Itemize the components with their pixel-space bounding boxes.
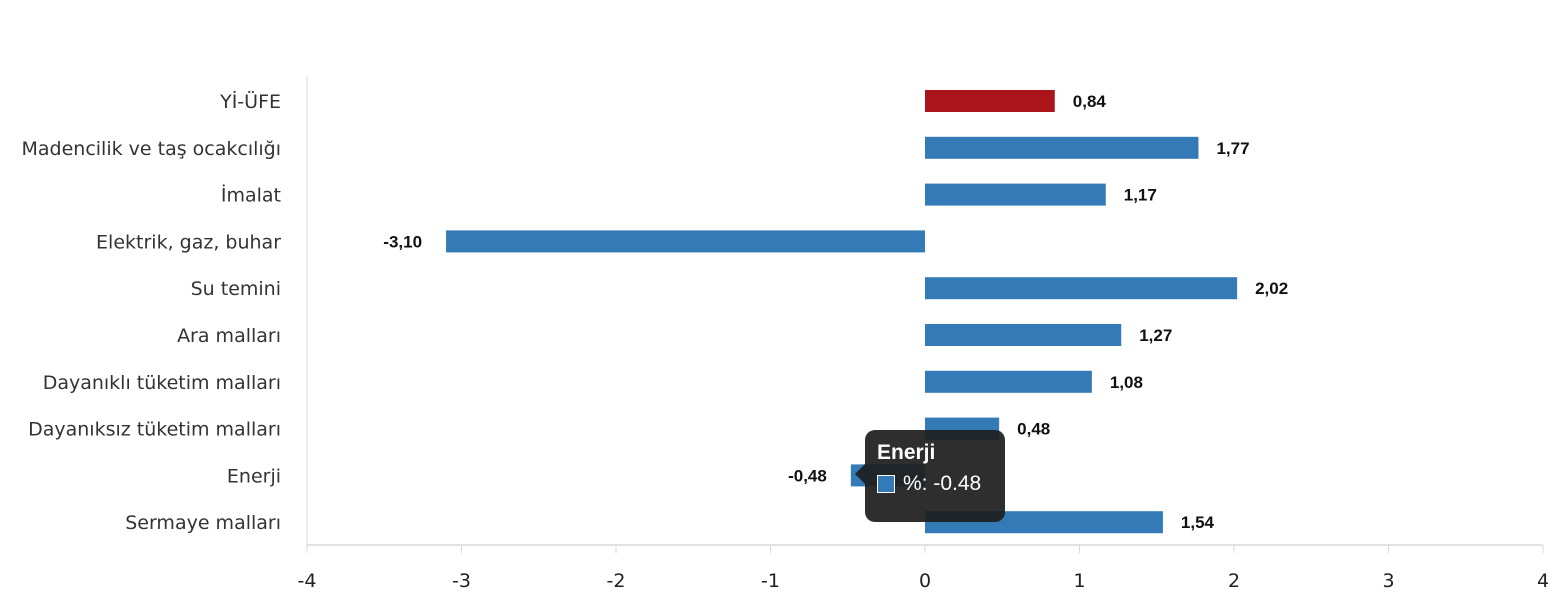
x-tick-label: 1: [1073, 570, 1085, 592]
bar: [925, 90, 1055, 112]
data-label: 1,54: [1181, 513, 1215, 532]
tooltip-arrow: [855, 464, 865, 484]
x-tick-label: 0: [919, 570, 931, 592]
x-tick-label: 2: [1228, 570, 1240, 592]
category-label: Elektrik, gaz, buhar: [96, 231, 281, 253]
category-label: İmalat: [221, 184, 281, 207]
tooltip-row: %: -0.48: [877, 472, 993, 496]
x-tick-label: -1: [761, 570, 780, 592]
x-tick-label: 3: [1382, 570, 1394, 592]
category-label: Enerji: [227, 465, 281, 487]
data-label: -3,10: [383, 232, 422, 251]
category-label: Su temini: [191, 278, 281, 300]
tooltip-value: %: -0.48: [903, 472, 982, 495]
bar: [925, 324, 1122, 346]
bar: [925, 370, 1092, 393]
x-tick-label: -2: [607, 570, 626, 592]
data-label: 0,84: [1073, 92, 1107, 111]
data-label: 2,02: [1255, 279, 1288, 298]
category-label: Dayanıklı tüketim malları: [43, 372, 281, 394]
tooltip: Enerji %: -0.48: [855, 430, 1005, 522]
bar: [925, 136, 1199, 159]
category-label: Yİ-ÜFE: [219, 90, 281, 113]
x-tick-label: -3: [452, 570, 471, 592]
bar: [925, 183, 1106, 206]
x-tick-label: -4: [298, 570, 317, 592]
data-label: -0,48: [788, 466, 827, 485]
category-label: Dayanıksız tüketim malları: [28, 419, 281, 441]
data-label: 0,48: [1017, 420, 1050, 439]
category-label: Sermaye malları: [125, 512, 281, 534]
bar: [925, 277, 1238, 300]
data-label: 1,77: [1216, 139, 1249, 158]
x-tick-label: 4: [1537, 570, 1549, 592]
data-label: 1,08: [1110, 373, 1143, 392]
data-label: 1,27: [1139, 326, 1172, 345]
bar: [446, 230, 925, 253]
category-label: Madencilik ve taş ocakcılığı: [22, 138, 282, 160]
data-label: 1,17: [1124, 186, 1157, 205]
tooltip-series-swatch: [877, 475, 895, 493]
tooltip-title: Enerji: [877, 441, 936, 464]
category-label: Ara malları: [177, 325, 281, 347]
